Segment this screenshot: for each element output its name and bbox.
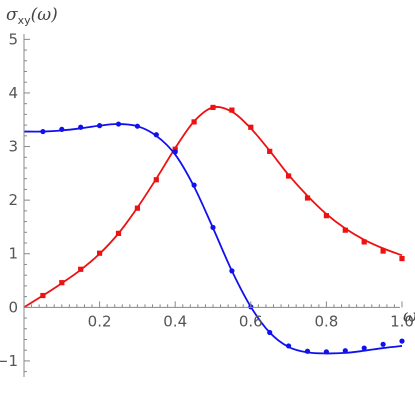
y-tick-label: 2	[8, 191, 18, 209]
data-point	[210, 104, 216, 111]
data-point	[59, 280, 65, 286]
data-point	[399, 338, 405, 344]
data-point	[304, 195, 311, 201]
x-tick-label: 1.0	[390, 312, 414, 330]
x-tick-label: 0.4	[163, 312, 187, 330]
data-point	[229, 107, 235, 113]
x-tick-label: 0.8	[314, 312, 338, 330]
y-axis-title-base: σ	[6, 5, 18, 25]
data-point	[399, 255, 405, 262]
data-point	[267, 148, 273, 154]
data-point	[342, 348, 348, 354]
data-point	[248, 124, 254, 130]
series-line	[23, 123, 403, 355]
y-tick-label: 0	[8, 298, 18, 316]
y-tick-label: 1	[8, 245, 18, 263]
data-point	[172, 146, 178, 152]
series-1	[23, 104, 405, 309]
data-point	[323, 349, 329, 355]
y-axis-title-subscript: xy	[18, 14, 32, 27]
data-point	[342, 227, 348, 233]
data-point	[304, 348, 311, 354]
data-point	[380, 341, 386, 347]
data-point	[210, 224, 216, 231]
data-point	[115, 121, 122, 127]
y-axis-title-arg: (ω)	[31, 5, 58, 25]
data-point	[191, 182, 197, 188]
data-point	[97, 250, 103, 256]
data-point	[40, 292, 46, 299]
data-point	[97, 123, 103, 129]
data-point	[286, 173, 292, 179]
y-tick-label: 4	[8, 84, 18, 102]
series-layer	[23, 104, 405, 355]
data-point	[229, 268, 235, 274]
axes-layer	[23, 34, 400, 377]
y-tick-label: −1	[0, 352, 18, 370]
data-point	[361, 239, 367, 245]
data-point	[59, 126, 65, 132]
data-point	[40, 128, 46, 135]
series-2	[23, 121, 405, 355]
y-tick-label: 5	[8, 30, 18, 48]
x-tick-label: 0.2	[88, 312, 112, 330]
data-point	[134, 205, 140, 211]
data-point	[115, 230, 122, 236]
y-tick-label: 3	[8, 138, 18, 156]
data-point	[191, 119, 197, 125]
data-point	[78, 124, 84, 130]
series-line	[23, 106, 403, 309]
y-axis-title: σxy(ω)	[6, 5, 58, 27]
data-point	[267, 329, 273, 336]
data-point	[134, 123, 140, 129]
data-point	[286, 343, 292, 349]
data-point	[380, 248, 386, 254]
data-point	[361, 345, 367, 351]
data-point	[153, 132, 159, 138]
data-point	[78, 266, 84, 272]
x-axis-title: ω	[403, 306, 415, 326]
ticks-layer: 0.2 0.4 0.6 0.8 1.0 −1 0 1 2 3 4 5	[0, 30, 414, 373]
x-tick-label: 0.6	[239, 312, 263, 330]
data-point	[323, 213, 329, 219]
data-point	[153, 177, 159, 183]
data-point	[172, 149, 178, 155]
